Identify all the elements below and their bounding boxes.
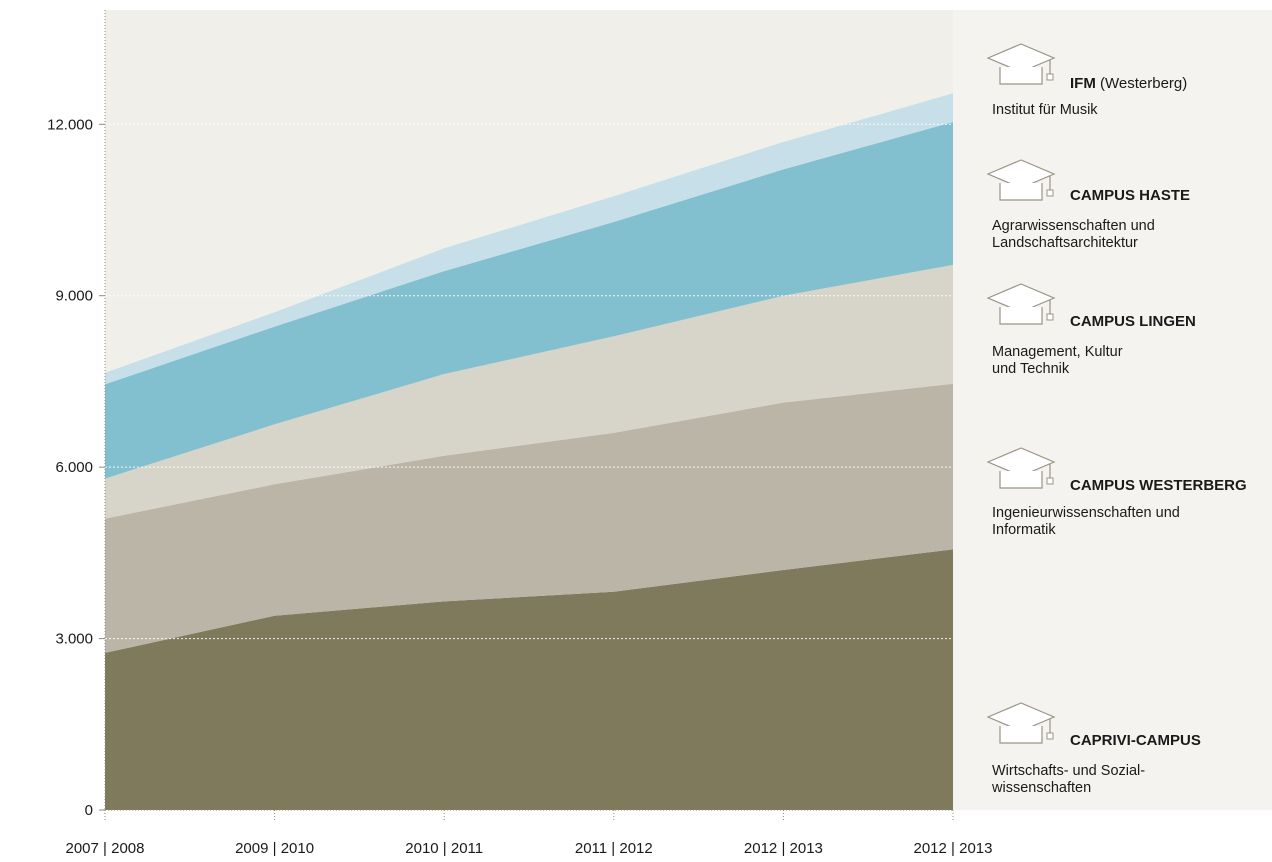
legend-description: Institut für Musik: [992, 102, 1098, 118]
legend-entry: CAMPUS HASTE Agrarwissenschaften undLands…: [986, 159, 1190, 251]
x-tick-label: 2012 | 2013: [914, 840, 993, 857]
y-tick-label: 0: [85, 802, 93, 819]
y-tick-label: 12.000: [47, 116, 93, 133]
legend-description: und Technik: [992, 361, 1070, 377]
gridlines: [105, 123, 953, 640]
x-tick-label: 2010 | 2011: [405, 840, 483, 857]
legend: IFM (Westerberg) Institut für Musik CAMPUS…: [986, 43, 1247, 796]
legend-panel: [953, 10, 1272, 810]
legend-entry: CAMPUS WESTERBERG Ingenieurwissenschaften…: [986, 447, 1247, 538]
graduation-cap-icon: [986, 702, 1056, 744]
legend-title: CAMPUS HASTE: [1070, 187, 1190, 204]
x-tick-label: 2012 | 2013: [744, 840, 823, 857]
legend-description: Ingenieurwissenschaften und: [992, 505, 1180, 521]
area-campus-westerberg: [105, 383, 953, 653]
y-tick-label: 6.000: [55, 459, 93, 476]
area-ifm: [105, 93, 953, 385]
area-campus-haste: [105, 122, 953, 479]
y-tick-label: 3.000: [55, 631, 93, 648]
x-tick-label: 2011 | 2012: [575, 840, 653, 857]
legend-description: Wirtschafts- und Sozial-: [992, 763, 1145, 779]
area-caprivi-campus: [105, 549, 953, 810]
x-tick-label: 2009 | 2010: [235, 840, 314, 857]
legend-title: CAPRIVI-CAMPUS: [1070, 732, 1201, 749]
graduation-cap-icon: [986, 283, 1056, 325]
legend-title: CAMPUS LINGEN: [1070, 313, 1196, 330]
legend-description: Management, Kultur: [992, 344, 1123, 360]
area-campus-lingen: [105, 264, 953, 519]
legend-entry: IFM (Westerberg) Institut für Musik: [986, 43, 1187, 118]
area-layers: [105, 93, 953, 810]
x-tick-label: 2007 | 2008: [66, 840, 145, 857]
legend-title: CAMPUS WESTERBERG: [1070, 477, 1247, 494]
legend-description: Landschaftsarchitektur: [992, 235, 1138, 251]
legend-description: Informatik: [992, 522, 1056, 538]
legend-entry: CAPRIVI-CAMPUS Wirtschafts- und Sozial-wi…: [986, 702, 1201, 796]
legend-description: wissenschaften: [991, 780, 1091, 796]
y-tick-labels: 0 3.000 6.000 9.000 12.000: [47, 116, 93, 819]
graduation-cap-icon: [986, 447, 1056, 489]
y-tick-label: 9.000: [55, 288, 93, 305]
x-tick-labels: 2007 | 2008 2009 | 2010 2010 | 2011 2011 | …: [66, 840, 993, 857]
graduation-cap-icon: [986, 43, 1056, 85]
graduation-cap-icon: [986, 159, 1056, 201]
legend-description: Agrarwissenschaften und: [992, 218, 1155, 234]
legend-title: IFM (Westerberg): [1070, 75, 1187, 92]
axes: [99, 10, 954, 820]
